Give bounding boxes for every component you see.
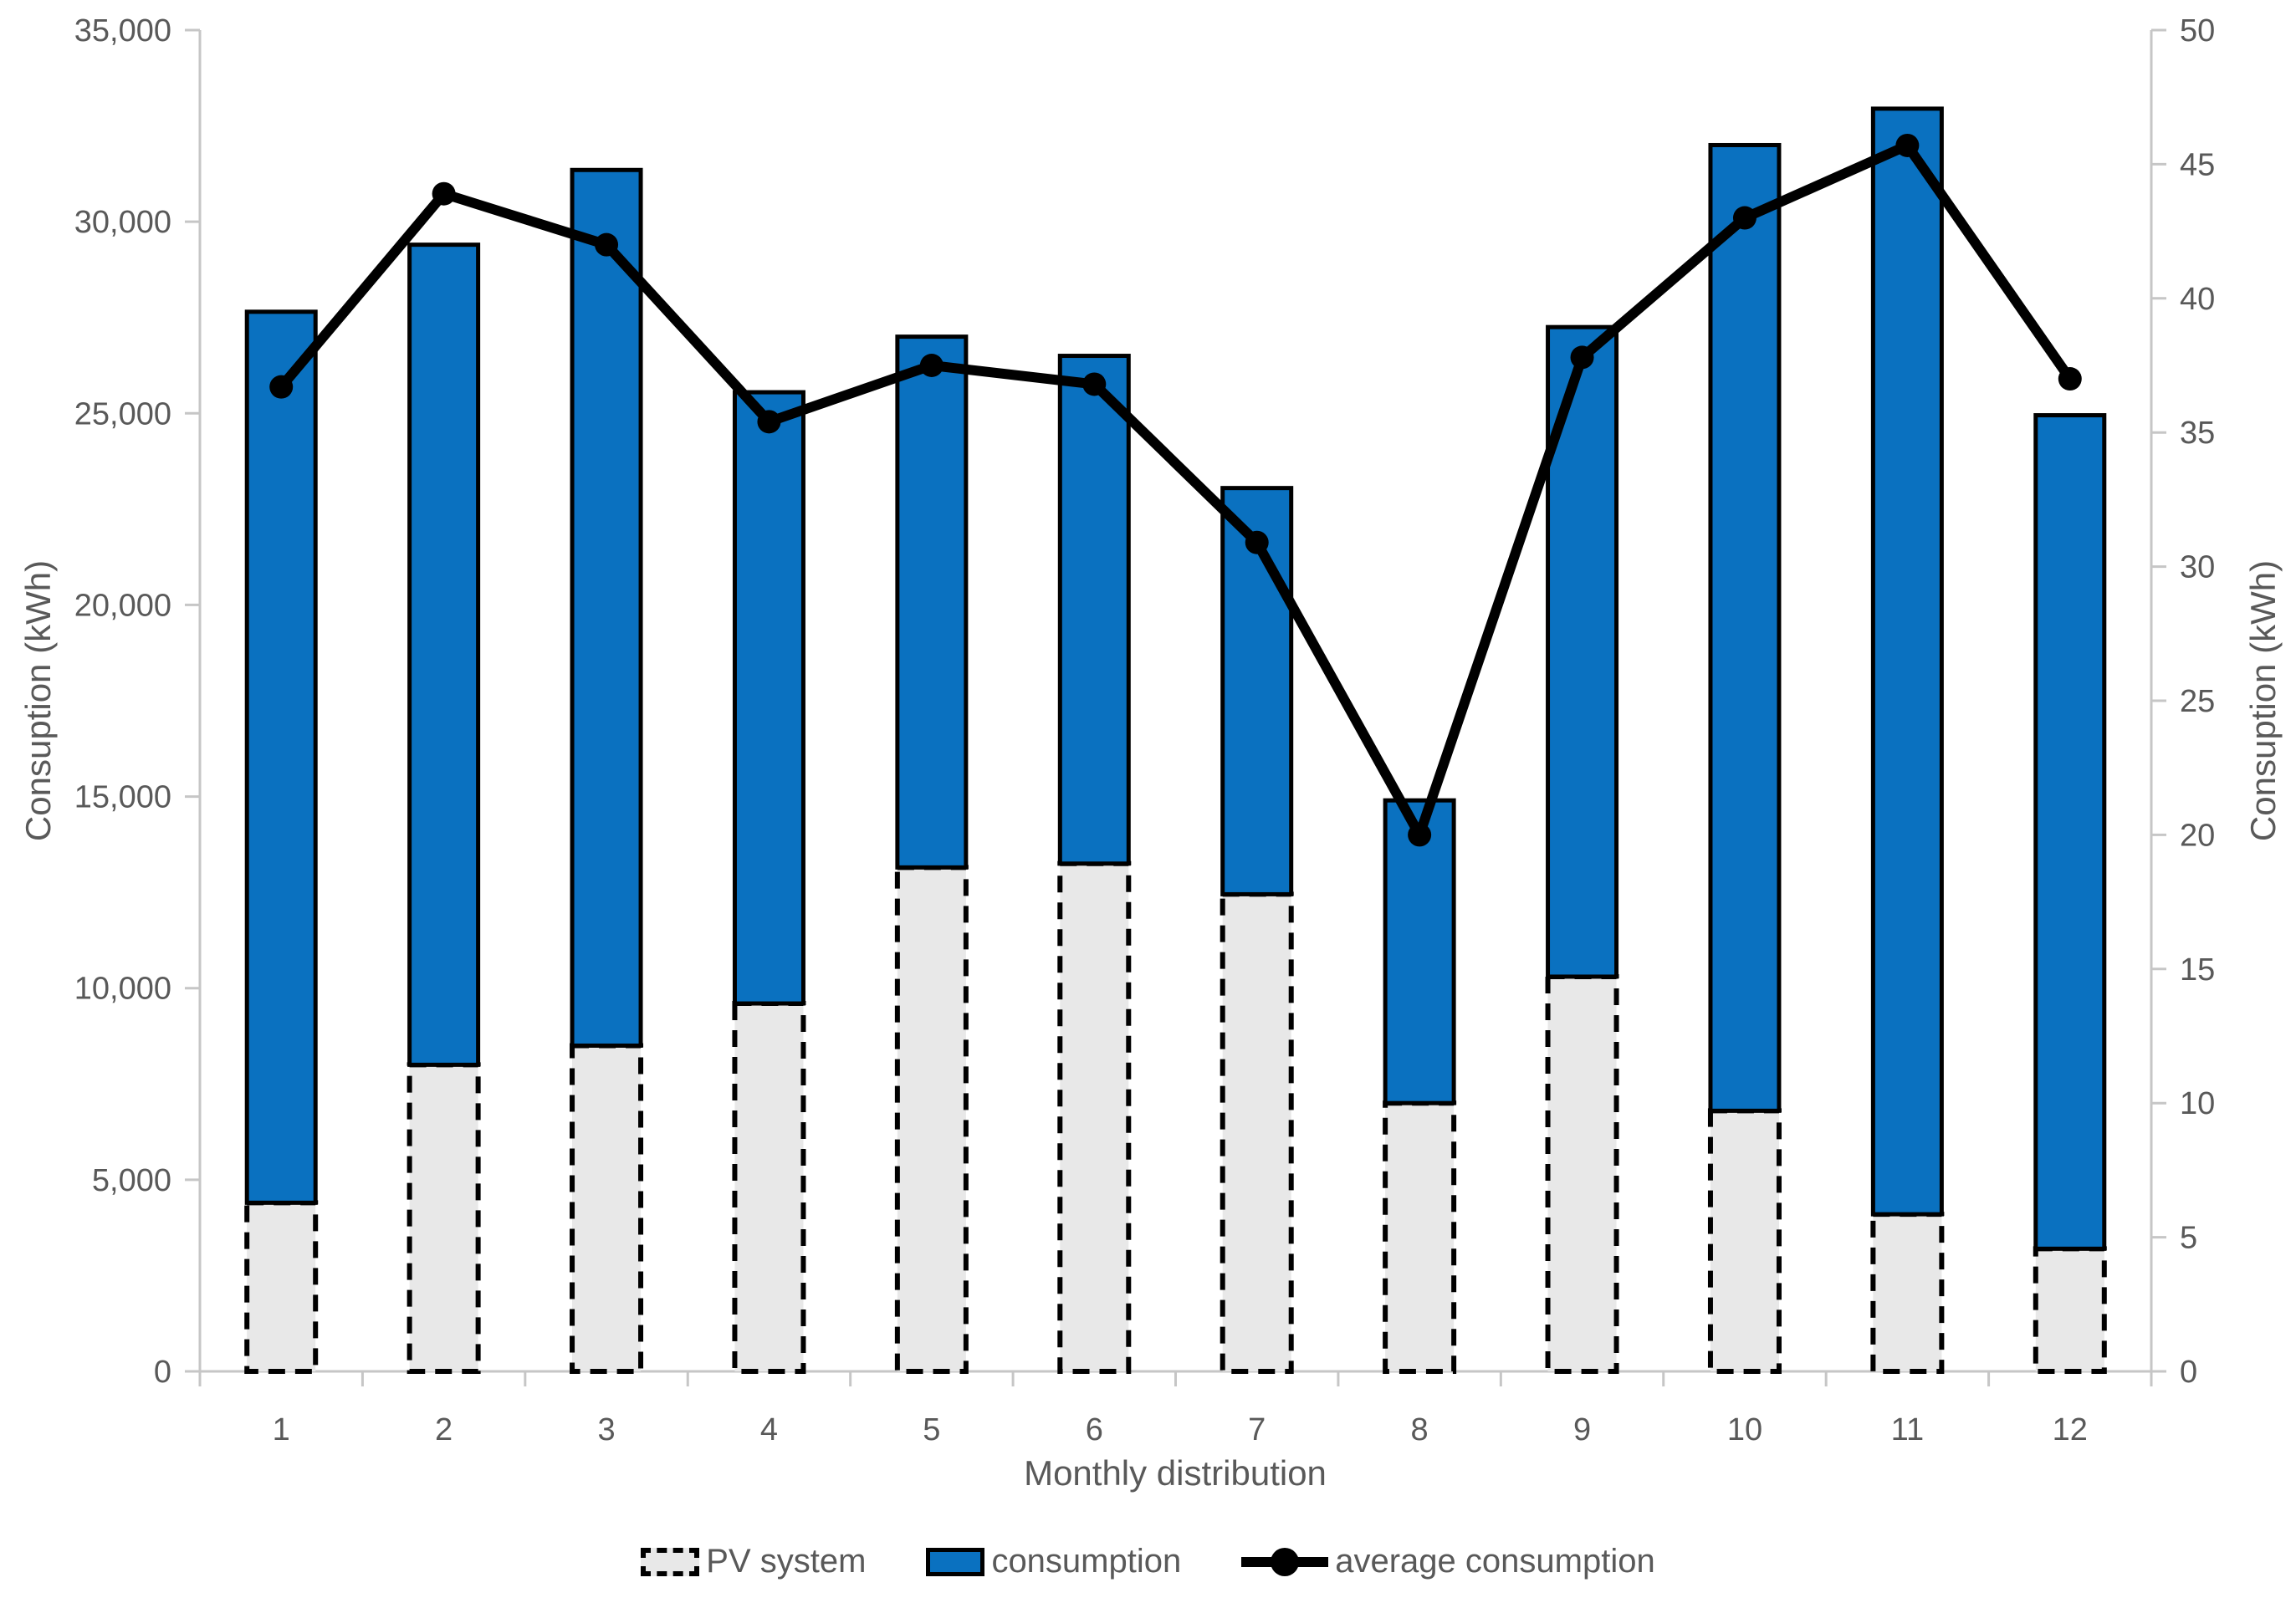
right-axis-title: Consuption (kWh)	[2243, 559, 2283, 842]
bar-consumption	[732, 390, 805, 1006]
right-axis-tick-label: 10	[2180, 1086, 2215, 1121]
average-consumption-marker	[1082, 372, 1107, 396]
x-axis-tick-label: 1	[273, 1412, 290, 1447]
right-axis-tick-label: 35	[2180, 416, 2215, 451]
bar-pv-system	[2033, 1246, 2107, 1374]
average-consumption-marker	[1895, 133, 1920, 157]
bar-pv-system	[894, 865, 969, 1374]
bar-pv-system	[570, 1043, 644, 1374]
x-axis-tick-label: 11	[1891, 1412, 1924, 1447]
legend-label: PV system	[706, 1543, 867, 1580]
average-consumption-marker	[757, 410, 781, 434]
average-consumption-swatch-icon	[1241, 1547, 1329, 1576]
x-axis-tick-label: 9	[1573, 1412, 1591, 1447]
average-consumption-marker	[269, 375, 294, 399]
average-consumption-marker	[1732, 206, 1757, 230]
left-axis-tick-label: 25,000	[74, 396, 171, 431]
x-axis-title: Monthly distribution	[1024, 1453, 1327, 1493]
bar-consumption	[570, 167, 643, 1048]
x-axis-tick-label: 3	[597, 1412, 615, 1447]
bar-consumption	[1057, 354, 1131, 866]
bar-consumption	[2033, 413, 2107, 1251]
right-axis-tick-label: 0	[2180, 1355, 2197, 1390]
bar-consumption	[1708, 142, 1782, 1113]
average-consumption-marker	[1245, 530, 1269, 554]
bar-pv-system	[1057, 860, 1132, 1375]
average-consumption-line	[276, 140, 2075, 840]
x-axis-tick-label: 10	[1727, 1412, 1762, 1447]
x-axis-tick-label: 8	[1411, 1412, 1429, 1447]
bar-pv-system	[1707, 1108, 1782, 1374]
left-axis-tick-label: 35,000	[74, 13, 171, 48]
consumption-swatch-icon	[926, 1547, 985, 1576]
left-axis-tick-label: 5,000	[92, 1163, 171, 1198]
legend-item-pv-system: PV system	[641, 1543, 866, 1580]
bar-consumption	[1870, 106, 1944, 1217]
right-axis-tick-label: 25	[2180, 684, 2215, 719]
left-axis-tick-label: 20,000	[74, 588, 171, 623]
right-axis-tick-label: 40	[2180, 282, 2215, 317]
bar-pv-system	[1383, 1100, 1457, 1374]
right-axis-tick-label: 30	[2180, 550, 2215, 585]
x-axis-tick-label: 12	[2053, 1412, 2088, 1447]
legend-label: average consumption	[1335, 1543, 1655, 1580]
average-consumption-marker	[919, 354, 943, 377]
right-axis-tick-label: 5	[2180, 1221, 2197, 1256]
x-axis-tick-label: 2	[435, 1412, 453, 1447]
bar-consumption	[1383, 798, 1456, 1105]
average-consumption-marker	[2058, 367, 2082, 391]
left-axis-tick-label: 10,000	[74, 972, 171, 1007]
legend-label: consumption	[991, 1543, 1182, 1580]
average-consumption-marker	[1408, 823, 1432, 847]
average-consumption-marker	[432, 181, 456, 206]
bar-consumption	[1220, 486, 1294, 896]
average-consumption-marker	[595, 232, 619, 257]
right-axis-tick-label: 20	[2180, 818, 2215, 853]
right-axis-tick-label: 50	[2180, 13, 2215, 48]
left-axis-tick-label: 30,000	[74, 205, 171, 240]
bar-pv-system	[244, 1200, 319, 1374]
bar-pv-system	[407, 1062, 481, 1375]
x-axis-tick-label: 7	[1248, 1412, 1266, 1447]
bar-pv-system	[732, 1001, 806, 1374]
x-axis-tick-label: 4	[760, 1412, 778, 1447]
bar-pv-system	[1870, 1212, 1945, 1375]
average-consumption-marker	[1570, 345, 1594, 370]
x-axis-tick-label: 6	[1086, 1412, 1103, 1447]
legend-item-average-consumption: average consumption	[1241, 1543, 1655, 1580]
bar-consumption	[244, 309, 318, 1205]
left-axis-title: Consuption (kWh)	[18, 559, 58, 842]
bar-consumption	[407, 242, 481, 1067]
right-axis-tick-label: 15	[2180, 952, 2215, 988]
right-axis-tick-label: 45	[2180, 147, 2215, 182]
legend-item-consumption: consumption	[926, 1543, 1181, 1580]
chart-legend: PV system consumption average consumptio…	[0, 1543, 2296, 1580]
pv-system-swatch-icon	[641, 1547, 700, 1576]
bar-consumption	[895, 334, 969, 870]
bar-pv-system	[1220, 891, 1294, 1375]
x-axis-tick-label: 5	[923, 1412, 940, 1447]
left-axis-tick-label: 0	[154, 1355, 171, 1390]
bar-pv-system	[1545, 973, 1619, 1374]
left-axis-tick-label: 15,000	[74, 780, 171, 815]
